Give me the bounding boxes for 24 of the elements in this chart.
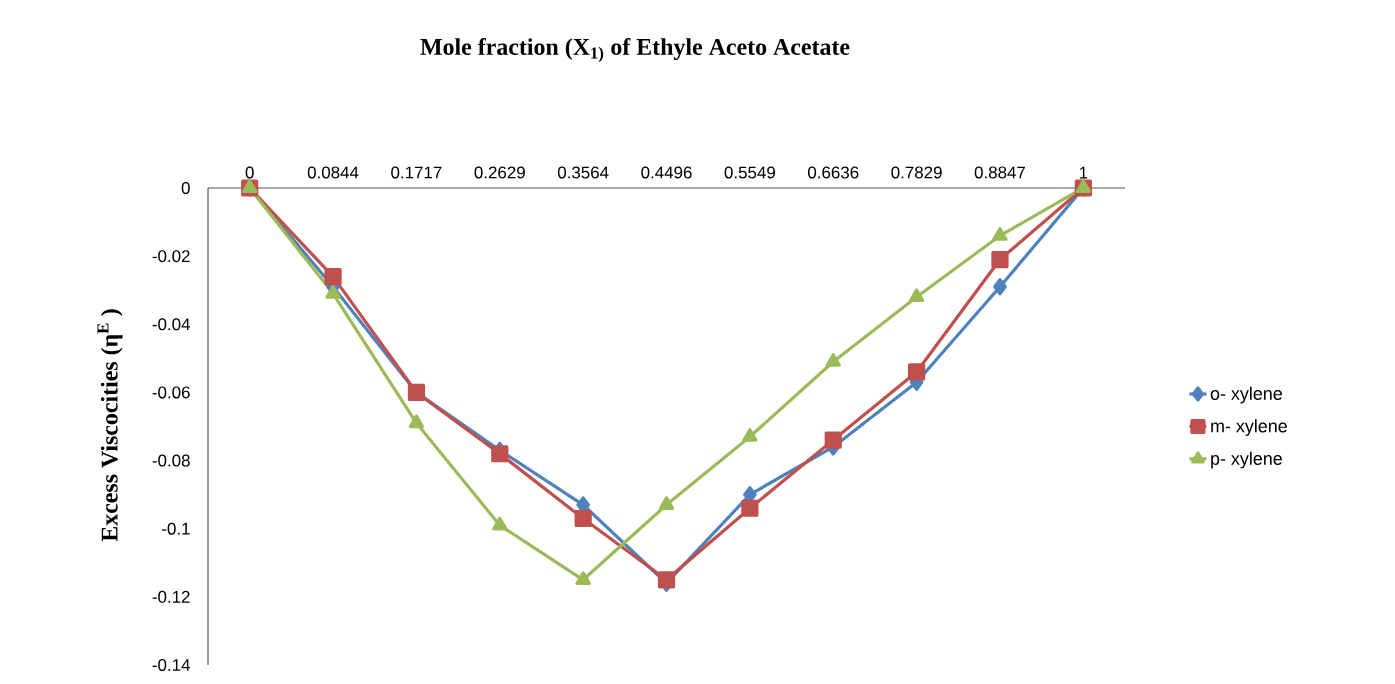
chart-title: Mole fraction (X$_{1)}$ of Ethyle Aceto Acetate [420, 37, 850, 63]
y-tick-label: -0.04 [152, 318, 190, 331]
y-tick-label: -0.1 [162, 522, 190, 535]
x-tick-label: 0.8847 [974, 166, 1026, 179]
y-tick-label: -0.02 [152, 250, 190, 263]
y-axis-title: Excess Viscocities (η$^{E}$ ) [97, 309, 123, 542]
x-tick-label: 0.3564 [557, 166, 609, 179]
x-tick-label: 0.0844 [307, 166, 359, 179]
y-tick-label: 0 [181, 181, 190, 194]
x-tick-label: 0.7829 [891, 166, 942, 179]
x-tick-label: 0.5549 [724, 166, 775, 179]
x-tick-label: 0.4496 [641, 166, 692, 179]
legend-label: o- xylene [1210, 386, 1282, 404]
legend-label: p- xylene [1211, 451, 1282, 469]
y-tick-label: -0.06 [152, 386, 190, 399]
x-tick-label: 0 [245, 166, 254, 179]
y-tick-label: -0.14 [152, 658, 190, 671]
y-tick-label: -0.12 [152, 590, 190, 603]
x-tick-label: 0.1717 [391, 166, 442, 179]
x-tick-label: 0.2629 [474, 166, 525, 179]
x-tick-label: 1 [1079, 166, 1088, 179]
x-tick-label: 0.6636 [808, 166, 859, 179]
y-tick-label: -0.08 [152, 454, 190, 467]
legend-label: m- xylene [1211, 419, 1287, 436]
